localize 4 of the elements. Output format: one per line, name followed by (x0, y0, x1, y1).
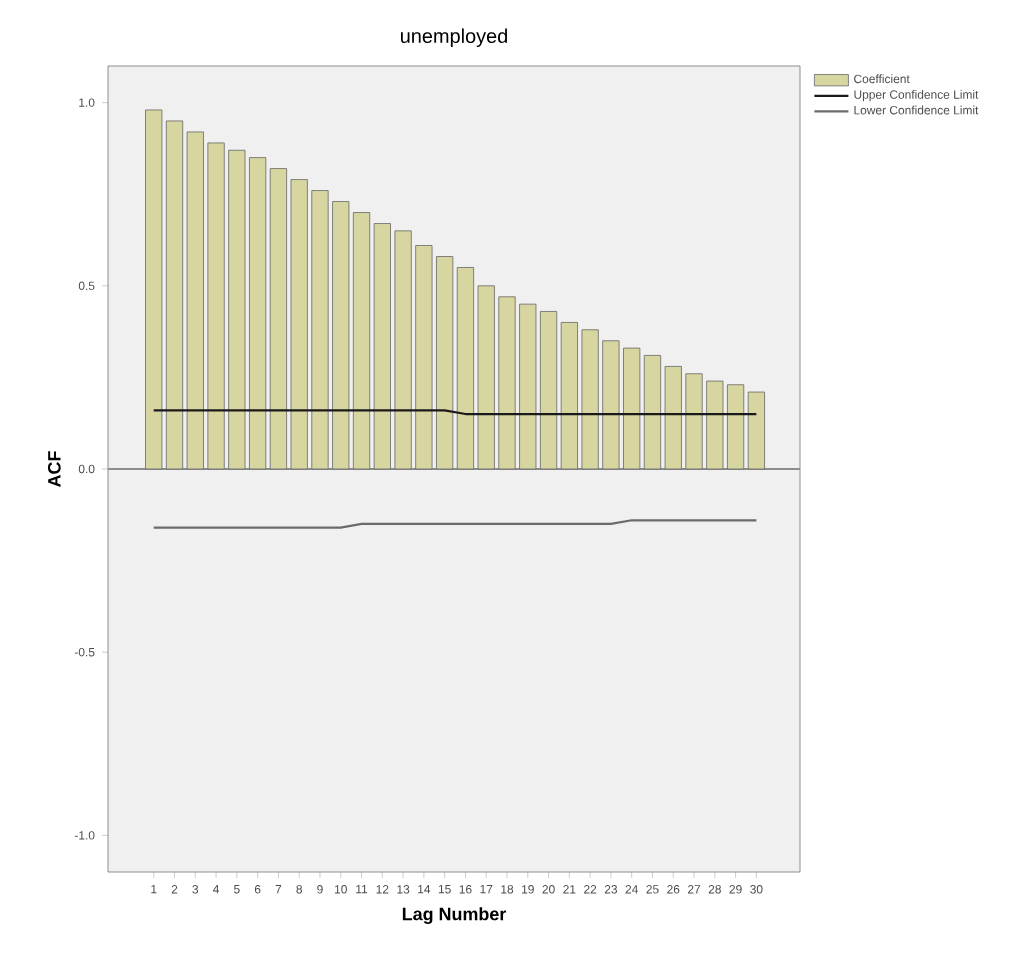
x-axis-title: Lag Number (402, 907, 507, 924)
chart-title: unemployed (401, 28, 507, 47)
bar (747, 391, 765, 470)
y-axis-title: ACF (47, 451, 61, 487)
